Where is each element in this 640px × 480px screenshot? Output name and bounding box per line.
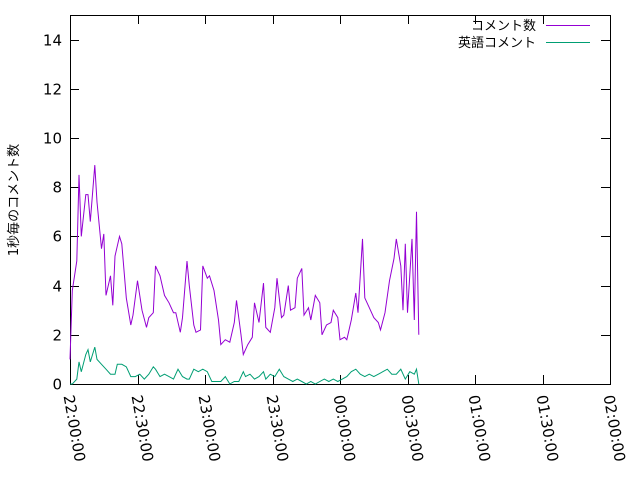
x-tick-label: 23:00:00 bbox=[195, 394, 224, 463]
x-tick-label: 01:30:00 bbox=[533, 394, 562, 463]
series-line-2 bbox=[70, 346, 420, 385]
y-tick-label: 12 bbox=[43, 81, 62, 99]
y-tick-label: 0 bbox=[52, 376, 62, 394]
x-tick-label: 22:00:00 bbox=[60, 394, 89, 463]
x-tick-label: 22:30:00 bbox=[128, 394, 157, 463]
y-tick-label: 4 bbox=[52, 278, 62, 296]
y-tick-label: 8 bbox=[52, 179, 62, 197]
x-tick-label: 23:30:00 bbox=[263, 394, 292, 463]
y-tick-label: 2 bbox=[52, 327, 62, 345]
y-tick-label: 10 bbox=[43, 130, 62, 148]
x-tick-label: 02:00:00 bbox=[600, 394, 629, 463]
x-tick-label: 01:00:00 bbox=[465, 394, 494, 463]
x-tick-label: 00:00:00 bbox=[330, 394, 359, 463]
series-line-1 bbox=[69, 165, 420, 360]
legend-label-2: 英語コメント bbox=[458, 35, 536, 51]
y-tick-label: 14 bbox=[43, 32, 62, 50]
x-tick-label: 00:30:00 bbox=[398, 394, 427, 463]
plot-frame bbox=[70, 15, 611, 385]
x-axis: 22:00:00 22:30:00 23:00:00 23:30:00 00:00:00… bbox=[60, 15, 629, 463]
y-axis-title: 1秒毎のコメント数 bbox=[6, 144, 22, 256]
series-layer bbox=[69, 165, 420, 385]
y-axis: 0 2 4 6 8 10 12 14 bbox=[43, 32, 610, 394]
legend-label-1: コメント数 bbox=[471, 19, 536, 34]
y-tick-label: 6 bbox=[52, 228, 62, 246]
